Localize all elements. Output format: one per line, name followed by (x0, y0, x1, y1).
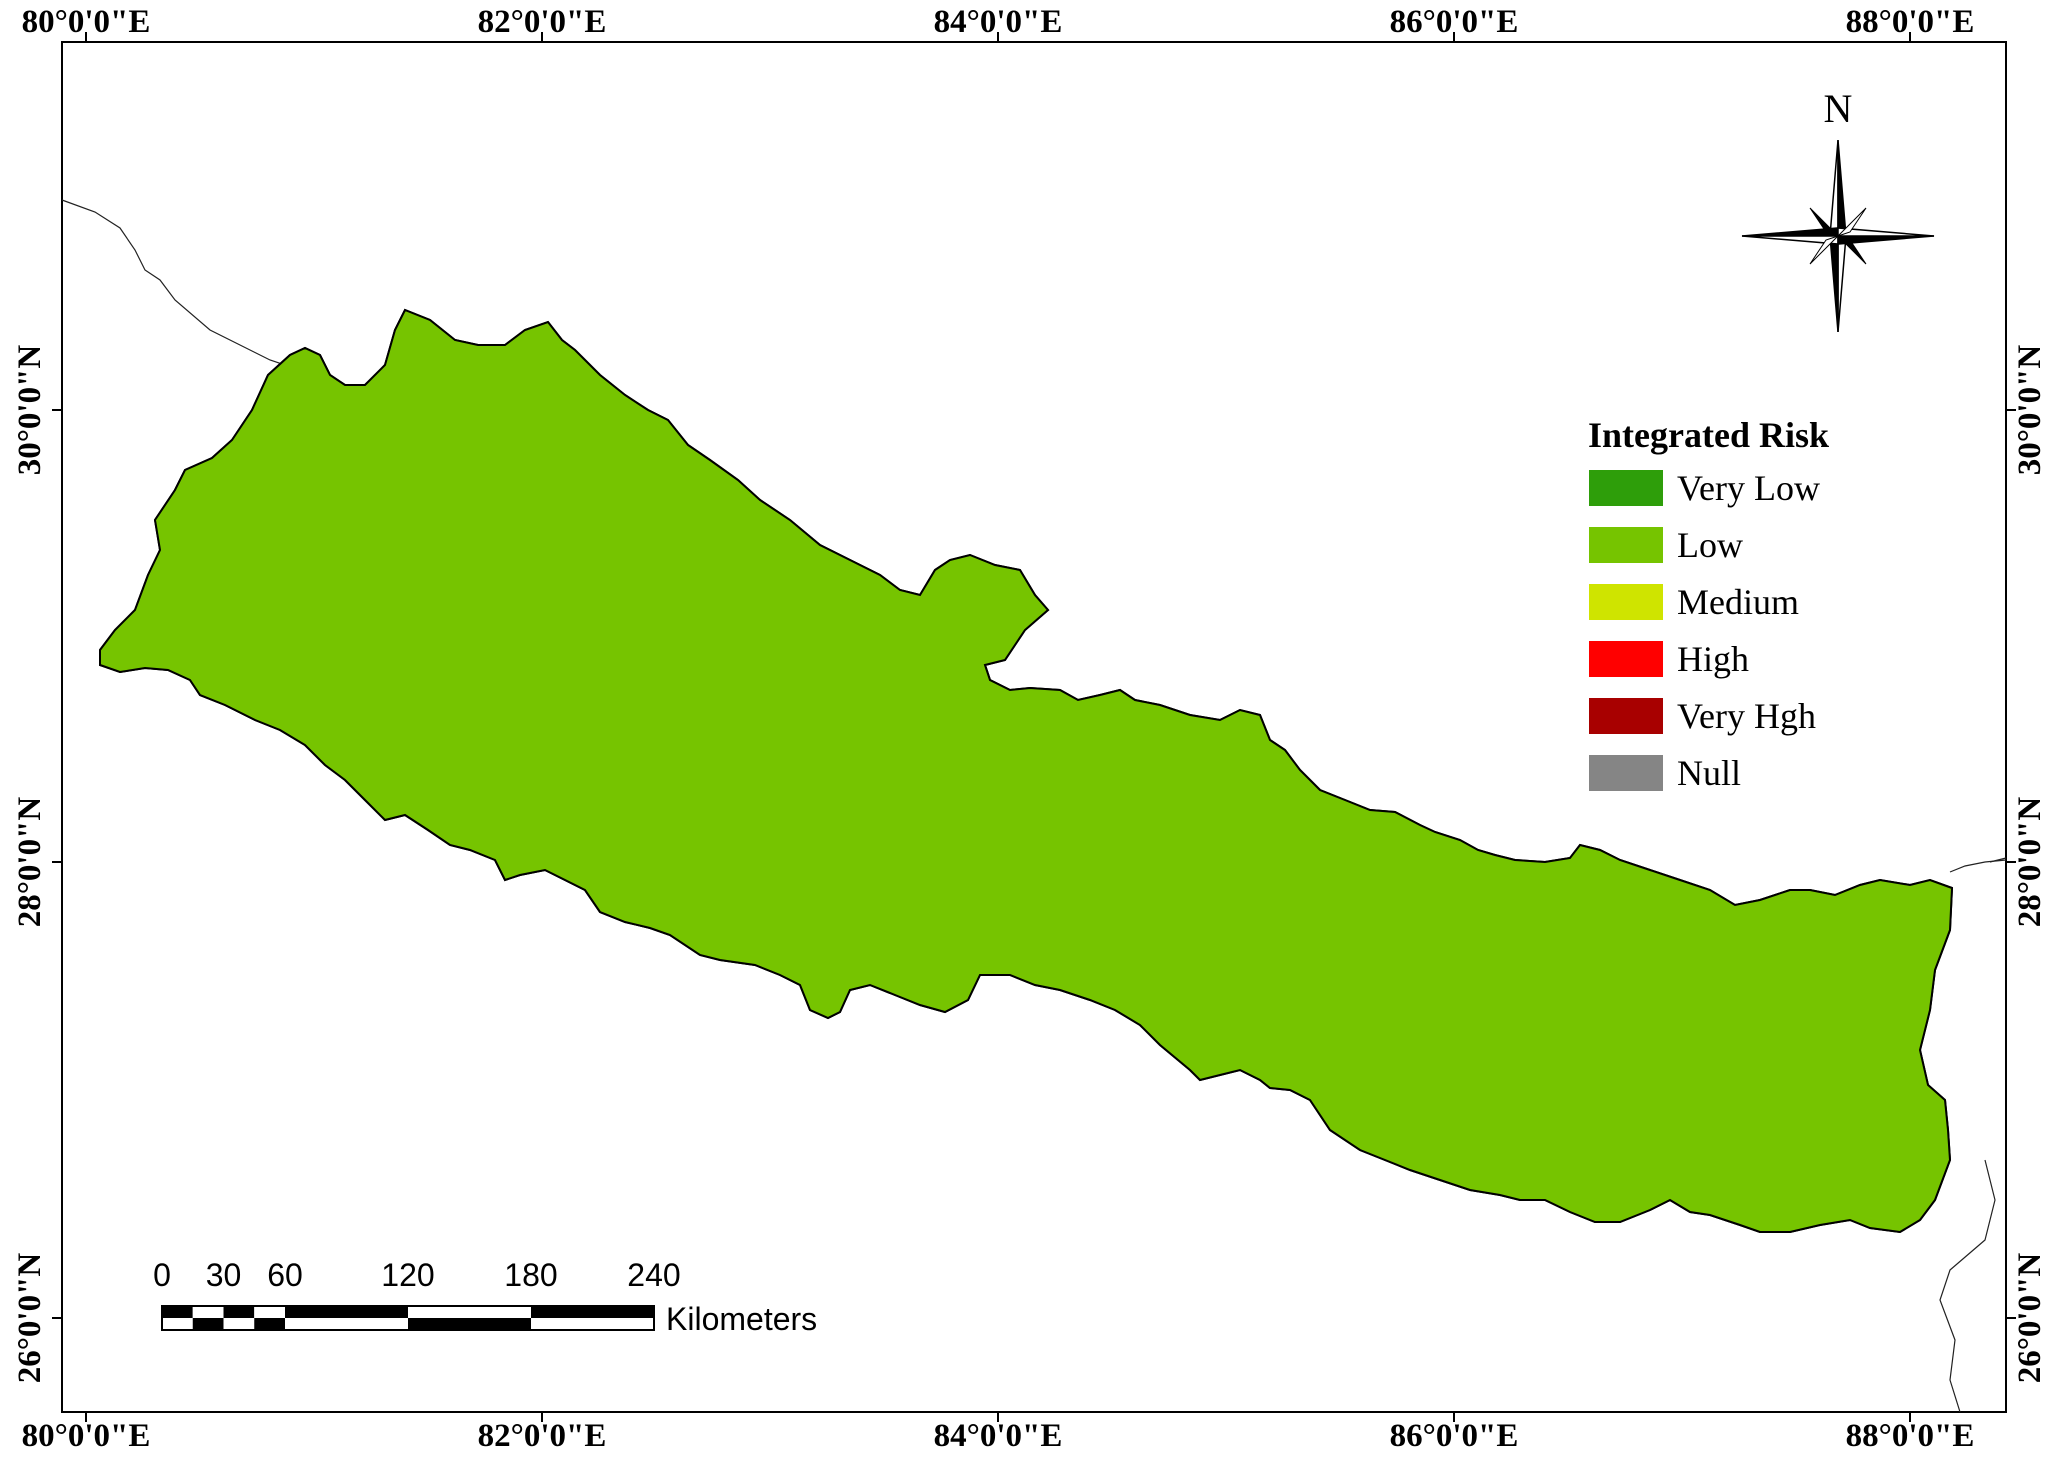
lon-label-bottom-80: 80°0'0"E (22, 1418, 151, 1454)
legend-label: Very Hgh (1677, 696, 1816, 736)
scale-tick-labels: 0 30 60 120 180 240 (153, 1257, 681, 1293)
graticule-ticks (52, 32, 2016, 1422)
scale-unit-label: Kilometers (666, 1301, 817, 1337)
lon-label-top-84: 84°0'0"E (934, 4, 1063, 40)
legend-label: Very Low (1677, 468, 1820, 508)
lat-label-right-28: 28°0'0"N (2012, 797, 2048, 928)
international-boundaries (61, 199, 2007, 1413)
lat-label-right-26: 26°0'0"N (2012, 1253, 2048, 1384)
scale-bar-segment (223, 1306, 255, 1318)
scale-bar-segment (162, 1306, 193, 1318)
north-arrow-label: N (1824, 86, 1853, 131)
legend-swatch (1589, 698, 1663, 734)
legend-swatch (1589, 470, 1663, 506)
scale-bar: 0 30 60 120 180 240 Kilometers (153, 1257, 817, 1337)
lon-label-top-82: 82°0'0"E (478, 4, 607, 40)
scale-bar-border (161, 1305, 655, 1331)
scale-bar-segment (531, 1306, 654, 1318)
lon-label-top-86: 86°0'0"E (1390, 4, 1519, 40)
scale-bar-segments (161, 1305, 655, 1331)
scale-bar-segment (531, 1318, 654, 1330)
scale-bar-segment (285, 1306, 408, 1318)
legend-label: Medium (1677, 582, 1799, 622)
scale-tick-label: 30 (206, 1257, 242, 1293)
north-arrow: N (1741, 86, 1935, 333)
legend-swatch (1589, 755, 1663, 791)
legend-items: Very Low Low Medium High Very Hgh Null (1589, 468, 1820, 793)
lat-label-right-30: 30°0'0"N (2012, 345, 2048, 476)
scale-tick-label: 120 (381, 1257, 434, 1293)
lon-label-top-88: 88°0'0"E (1846, 4, 1975, 40)
lat-label-left-28: 28°0'0"N (12, 797, 48, 928)
legend-label: High (1677, 639, 1749, 679)
scale-bar-segment (408, 1306, 531, 1318)
scale-bar-segment (192, 1318, 224, 1330)
scale-bar-segment (223, 1318, 255, 1330)
scale-bar-segment (254, 1306, 285, 1318)
scale-bar-segment (408, 1318, 531, 1330)
scale-bar-segment (162, 1318, 193, 1330)
legend-label: Null (1677, 753, 1741, 793)
legend-label: Low (1677, 525, 1743, 565)
lat-label-left-26: 26°0'0"N (12, 1253, 48, 1384)
lon-label-top-80: 80°0'0"E (22, 4, 151, 40)
legend-swatch (1589, 641, 1663, 677)
legend-swatch (1589, 527, 1663, 563)
scale-tick-label: 60 (267, 1257, 303, 1293)
legend-title: Integrated Risk (1588, 415, 1829, 455)
scale-tick-label: 0 (153, 1257, 171, 1293)
lon-label-bottom-84: 84°0'0"E (934, 1418, 1063, 1454)
scale-tick-label: 240 (627, 1257, 680, 1293)
legend: Integrated Risk Very LowLowMediumHighVer… (1588, 415, 1829, 793)
lon-label-bottom-88: 88°0'0"E (1846, 1418, 1975, 1454)
scale-bar-segment (285, 1318, 408, 1330)
scale-bar-segment (254, 1318, 285, 1330)
lat-label-left-30: 30°0'0"N (12, 345, 48, 476)
scale-bar-segment (192, 1306, 224, 1318)
lon-label-bottom-86: 86°0'0"E (1390, 1418, 1519, 1454)
scale-tick-label: 180 (504, 1257, 557, 1293)
legend-swatch (1589, 584, 1663, 620)
lon-label-bottom-82: 82°0'0"E (478, 1418, 607, 1454)
